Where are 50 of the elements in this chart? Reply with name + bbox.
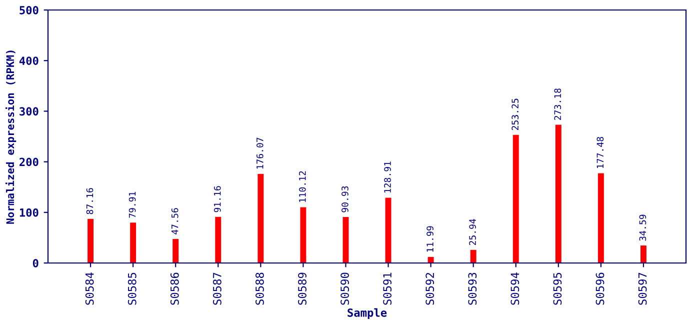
x-tick-label: S0597 — [638, 272, 647, 305]
bar — [555, 124, 562, 263]
x-tick-label: S0593 — [468, 272, 477, 305]
x-tick-label: S0585 — [128, 272, 136, 305]
data-label: 25.94 — [469, 218, 476, 246]
bar — [342, 216, 349, 263]
bar — [88, 218, 94, 263]
y-tick-label: 100 — [20, 208, 38, 217]
data-label: 87.16 — [86, 188, 94, 214]
data-label: 128.91 — [384, 162, 391, 193]
data-label: 79.91 — [128, 192, 136, 218]
x-tick-label: S0595 — [553, 272, 562, 305]
bar — [130, 222, 136, 263]
data-label: 11.99 — [426, 226, 434, 252]
x-tick-label: S0588 — [256, 272, 264, 305]
x-tick-label: S0587 — [212, 272, 222, 305]
x-tick-label: S0584 — [85, 272, 94, 305]
x-tick-label: S0596 — [596, 272, 604, 305]
x-tick-label: S0589 — [298, 272, 306, 305]
bar — [172, 238, 179, 263]
y-tick-label: 300 — [20, 107, 38, 116]
y-tick-label: 500 — [20, 6, 38, 14]
x-tick-label: S0590 — [340, 272, 349, 305]
bar — [470, 250, 476, 263]
x-axis-title: Sample — [348, 308, 387, 320]
data-label: 91.16 — [214, 186, 221, 212]
y-tick-label: 200 — [20, 158, 38, 166]
x-tick-label: S0592 — [426, 272, 434, 305]
bar — [258, 174, 264, 263]
data-label: 110.12 — [299, 171, 306, 202]
data-label: 273.18 — [554, 88, 562, 120]
y-tick-label: 0 — [32, 258, 38, 268]
data-label: 177.48 — [596, 136, 604, 168]
data-label: 34.59 — [639, 214, 646, 241]
bar — [385, 198, 392, 263]
bar — [300, 207, 306, 263]
bar — [215, 216, 222, 263]
y-axis-title: Normalized expression (RPKM) — [5, 50, 16, 224]
x-tick-label: S0594 — [510, 272, 520, 305]
bar — [640, 245, 646, 263]
bar — [598, 173, 604, 263]
data-label: 90.93 — [342, 186, 348, 212]
y-tick-label: 400 — [19, 56, 38, 65]
x-tick-label: S0586 — [170, 272, 179, 305]
data-label: 253.25 — [512, 98, 519, 130]
data-label: 47.56 — [171, 208, 178, 234]
x-tick-label: S0591 — [383, 272, 392, 305]
data-label: 176.07 — [256, 138, 264, 169]
bar — [428, 256, 434, 263]
bar — [512, 134, 519, 263]
